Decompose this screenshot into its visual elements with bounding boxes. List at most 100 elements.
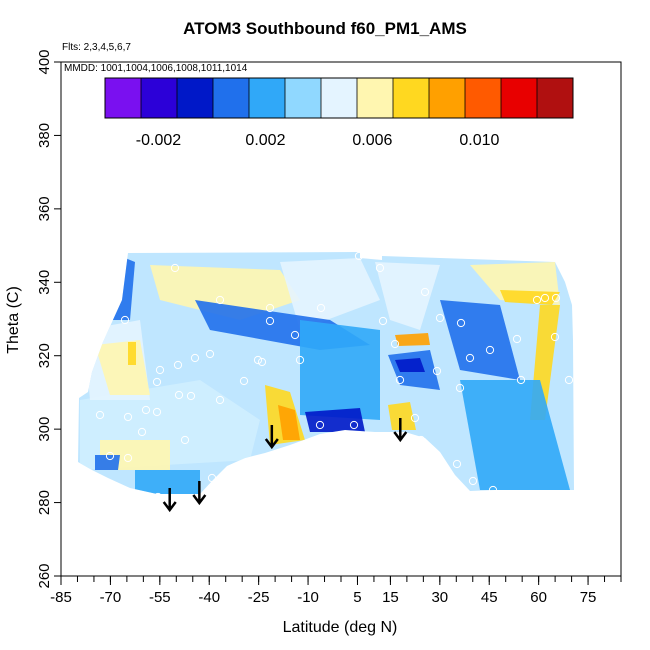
measurement-point [120, 315, 130, 325]
measurement-point [173, 360, 183, 370]
measurement-point [180, 435, 190, 445]
flights-note: Flts: 2,3,4,5,6,7 [62, 42, 131, 53]
measurement-point [174, 390, 184, 400]
measurement-point [105, 451, 115, 461]
measurement-point [550, 332, 560, 342]
measurement-point [153, 492, 163, 502]
arrow-markers [162, 418, 408, 513]
measurement-point [551, 293, 561, 303]
measurement-point [532, 295, 542, 305]
measurement-point [215, 395, 225, 405]
field-patch [388, 402, 416, 430]
x-tick-label: 75 [580, 589, 597, 606]
measurement-point [316, 303, 326, 313]
colorbar-swatch [465, 78, 502, 118]
measurement-point [435, 313, 445, 323]
measurement-point [540, 293, 550, 303]
measurement-point [205, 349, 215, 359]
measurement-point [215, 295, 225, 305]
colorbar-swatch [213, 78, 250, 118]
measurement-point [123, 453, 133, 463]
x-tick-label: 30 [431, 589, 448, 606]
measurement-point [315, 420, 325, 430]
y-tick-label: 400 [36, 49, 53, 74]
measurement-point [295, 355, 305, 365]
x-tick-label: -85 [50, 589, 72, 606]
measurement-point [516, 375, 526, 385]
measurement-point [155, 365, 165, 375]
y-tick-label: 260 [36, 563, 53, 588]
measurement-point [137, 427, 147, 437]
y-tick-label: 360 [36, 196, 53, 221]
x-tick-label: -10 [297, 589, 319, 606]
colorbar-swatch [429, 78, 466, 118]
measurement-point [239, 376, 249, 386]
field-patch [150, 265, 300, 320]
measurement-point [512, 334, 522, 344]
field-patch [440, 300, 520, 380]
measurement-point [95, 410, 105, 420]
colorbar-swatch [393, 78, 430, 118]
measurement-points [95, 251, 574, 502]
measurement-point [468, 476, 478, 486]
measurement-point [349, 420, 359, 430]
x-tick-label: 45 [481, 589, 498, 606]
colorbar-swatch [105, 78, 142, 118]
x-tick-label: 5 [353, 589, 361, 606]
field-patch [280, 258, 380, 330]
colorbar-swatch [321, 78, 358, 118]
measurement-point [378, 316, 388, 326]
measurement-point [141, 405, 151, 415]
measurement-point [265, 316, 275, 326]
measurement-point [354, 251, 364, 261]
colorbar-swatch [177, 78, 214, 118]
field-patch [395, 333, 430, 346]
measurement-point [395, 375, 405, 385]
measurement-point [452, 459, 462, 469]
measurement-point [207, 473, 217, 483]
measurement-point [390, 339, 400, 349]
arrow-head [162, 501, 177, 513]
measurement-point [456, 318, 466, 328]
field-patch [375, 262, 440, 330]
x-tick-label: 60 [530, 589, 547, 606]
y-tick-label: 380 [36, 123, 53, 148]
measurement-point [152, 377, 162, 387]
x-axis-label: Latitude (deg N) [283, 619, 398, 636]
field-patch [95, 455, 120, 470]
colorbar-tick-label: -0.002 [136, 132, 181, 149]
measurement-point [465, 353, 475, 363]
measurement-point [375, 263, 385, 273]
measurement-point [123, 412, 133, 422]
measurement-point [564, 375, 574, 385]
colorbar-swatch [501, 78, 538, 118]
arrow-head [393, 431, 408, 443]
arrow-head [264, 438, 279, 450]
measurement-point [265, 303, 275, 313]
measurement-point [432, 366, 442, 376]
measurement-point [186, 391, 196, 401]
measurement-point [170, 263, 180, 273]
colorbar-frame [104, 77, 574, 119]
chart-title: ATOM3 Southbound f60_PM1_AMS [183, 19, 467, 38]
colorbar-swatch [141, 78, 178, 118]
measurement-point [420, 287, 430, 297]
measurement-point [455, 383, 465, 393]
field-patch [300, 320, 380, 420]
measurement-point [416, 435, 426, 445]
measurement-point [485, 345, 495, 355]
field-patch [278, 405, 300, 440]
x-axis: -85 -70 -55 -40 -25 -10 5 15 30 45 60 75 [50, 575, 622, 606]
x-tick-label: -70 [100, 589, 122, 606]
colorbar-swatch [357, 78, 394, 118]
measurement-point [290, 330, 300, 340]
field-patch [135, 470, 200, 494]
dates-note: MMDD: 1001,1004,1006,1008,1011,1014 [64, 63, 248, 74]
measurement-point [410, 413, 420, 423]
colorbar-tick-label: 0.006 [352, 132, 392, 149]
measurement-point [253, 355, 263, 365]
x-tick-label: -55 [149, 589, 171, 606]
y-axis-label: Theta (C) [5, 286, 22, 354]
x-tick-label: -25 [248, 589, 270, 606]
